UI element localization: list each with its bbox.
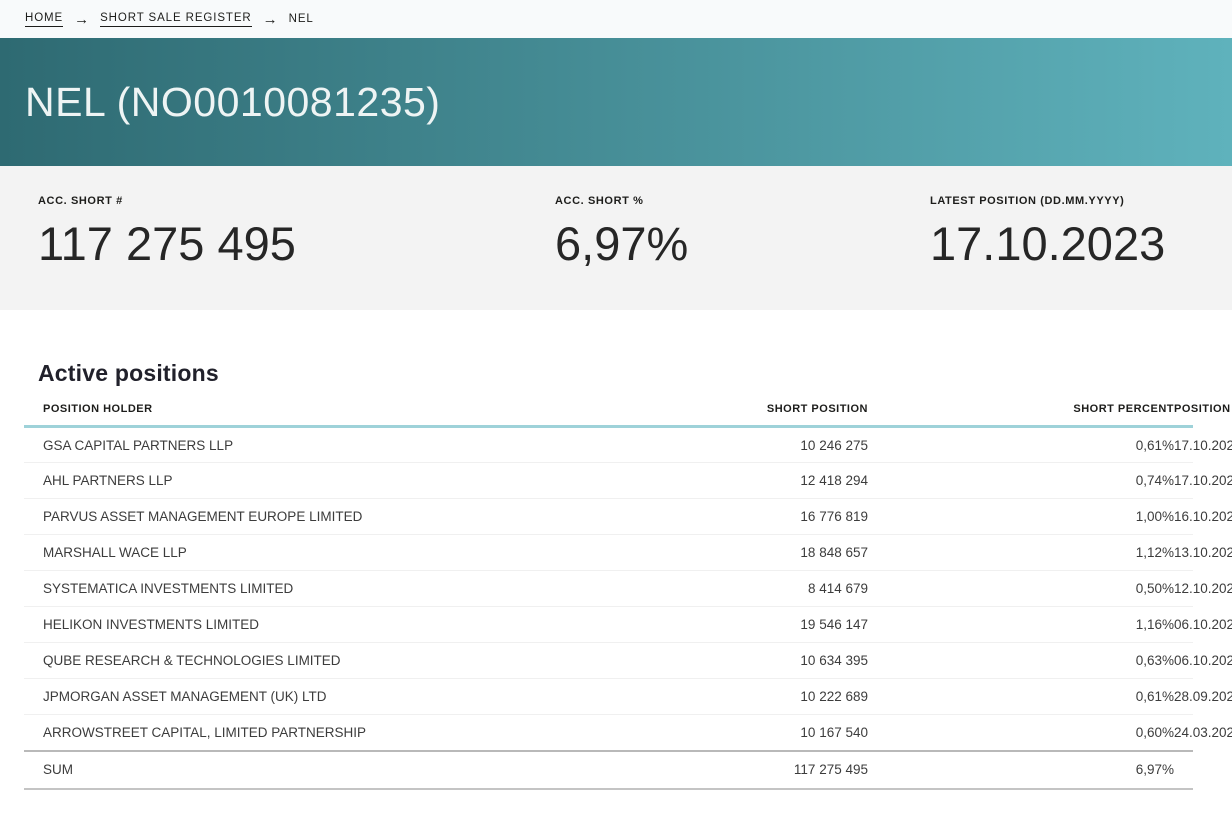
table-row: ARROWSTREET CAPITAL, LIMITED PARTNERSHIP… (24, 715, 1193, 751)
cell-position-date: 06.10.2023 (1174, 643, 1193, 679)
cell-position-holder: HELIKON INVESTMENTS LIMITED (24, 607, 672, 643)
cell-short-percent: 0,50% (868, 571, 1174, 607)
breadcrumb-link-short-sale-register[interactable]: SHORT SALE REGISTER (100, 12, 252, 27)
cell-position-date: 17.10.2023 (1174, 427, 1193, 463)
page-banner: NEL (NO0010081235) (0, 38, 1232, 166)
cell-short-position: 10 222 689 (672, 679, 868, 715)
cell-position-date: 13.10.2023 (1174, 535, 1193, 571)
cell-short-percent: 0,63% (868, 643, 1174, 679)
cell-position-holder: JPMORGAN ASSET MANAGEMENT (UK) LTD (24, 679, 672, 715)
stat-value: 17.10.2023 (930, 216, 1232, 271)
cell-position-date: 16.10.2023 (1174, 499, 1193, 535)
table-row: JPMORGAN ASSET MANAGEMENT (UK) LTD10 222… (24, 679, 1193, 715)
cell-position-date: 17.10.2023 (1174, 463, 1193, 499)
breadcrumb-current-page: NEL (289, 13, 314, 25)
column-header-position-holder: POSITION HOLDER (24, 403, 672, 427)
section-title-active-positions: Active positions (38, 360, 1232, 387)
stat-latest-position-date: LATEST POSITION (DD.MM.YYYY) 17.10.2023 (930, 195, 1232, 310)
column-header-short-position: SHORT POSITION (672, 403, 868, 427)
table-row: SYSTEMATICA INVESTMENTS LIMITED8 414 679… (24, 571, 1193, 607)
cell-short-position: 12 418 294 (672, 463, 868, 499)
breadcrumb-arrow-icon: → (74, 12, 89, 27)
column-header-short-percent: SHORT PERCENT (868, 403, 1174, 427)
stat-value: 117 275 495 (38, 216, 555, 271)
table-row: PARVUS ASSET MANAGEMENT EUROPE LIMITED16… (24, 499, 1193, 535)
cell-short-position: 18 848 657 (672, 535, 868, 571)
cell-short-percent: 1,16% (868, 607, 1174, 643)
cell-short-percent: 1,00% (868, 499, 1174, 535)
table-header-row: POSITION HOLDER SHORT POSITION SHORT PER… (24, 403, 1193, 427)
cell-short-percent: 0,60% (868, 715, 1174, 751)
cell-position-date (1174, 751, 1193, 789)
cell-short-percent: 0,74% (868, 463, 1174, 499)
table-row: HELIKON INVESTMENTS LIMITED19 546 1471,1… (24, 607, 1193, 643)
main-content: Active positions POSITION HOLDER SHORT P… (0, 310, 1232, 790)
cell-position-date: 28.09.2023 (1174, 679, 1193, 715)
table-row: MARSHALL WACE LLP18 848 6571,12%13.10.20… (24, 535, 1193, 571)
page-title: NEL (NO0010081235) (25, 79, 440, 126)
cell-position-date: 06.10.2023 (1174, 607, 1193, 643)
cell-position-holder: QUBE RESEARCH & TECHNOLOGIES LIMITED (24, 643, 672, 679)
cell-position-date: 24.03.2023 (1174, 715, 1193, 751)
summary-stats: ACC. SHORT # 117 275 495 ACC. SHORT % 6,… (0, 166, 1232, 310)
stat-label: LATEST POSITION (DD.MM.YYYY) (930, 195, 1232, 207)
stat-acc-short-percent: ACC. SHORT % 6,97% (555, 195, 930, 310)
cell-short-position: 19 546 147 (672, 607, 868, 643)
table-row: AHL PARTNERS LLP12 418 2940,74%17.10.202… (24, 463, 1193, 499)
cell-short-position: 16 776 819 (672, 499, 868, 535)
stat-acc-short-number: ACC. SHORT # 117 275 495 (38, 195, 555, 310)
cell-position-holder: PARVUS ASSET MANAGEMENT EUROPE LIMITED (24, 499, 672, 535)
stat-value: 6,97% (555, 216, 930, 271)
table-row: GSA CAPITAL PARTNERS LLP10 246 2750,61%1… (24, 427, 1193, 463)
cell-position-holder: GSA CAPITAL PARTNERS LLP (24, 427, 672, 463)
column-header-position-date: POSITION DATE (DD.MM.YYYY) (1174, 403, 1193, 427)
table-row: QUBE RESEARCH & TECHNOLOGIES LIMITED10 6… (24, 643, 1193, 679)
cell-short-position: 10 167 540 (672, 715, 868, 751)
active-positions-table: POSITION HOLDER SHORT POSITION SHORT PER… (24, 403, 1193, 790)
cell-short-position: 10 634 395 (672, 643, 868, 679)
cell-position-holder: SUM (24, 751, 672, 789)
cell-short-position: 8 414 679 (672, 571, 868, 607)
table-body: GSA CAPITAL PARTNERS LLP10 246 2750,61%1… (24, 427, 1193, 789)
cell-position-holder: MARSHALL WACE LLP (24, 535, 672, 571)
cell-short-position: 117 275 495 (672, 751, 868, 789)
table-sum-row: SUM117 275 4956,97% (24, 751, 1193, 789)
stat-label: ACC. SHORT % (555, 195, 930, 207)
cell-position-holder: ARROWSTREET CAPITAL, LIMITED PARTNERSHIP (24, 715, 672, 751)
cell-short-percent: 6,97% (868, 751, 1174, 789)
breadcrumb-link-home[interactable]: HOME (25, 12, 63, 27)
breadcrumb: HOME → SHORT SALE REGISTER → NEL (0, 0, 1232, 38)
cell-position-holder: AHL PARTNERS LLP (24, 463, 672, 499)
breadcrumb-arrow-icon: → (263, 12, 278, 27)
stat-label: ACC. SHORT # (38, 195, 555, 207)
cell-short-percent: 0,61% (868, 679, 1174, 715)
cell-position-date: 12.10.2023 (1174, 571, 1193, 607)
cell-short-position: 10 246 275 (672, 427, 868, 463)
cell-short-percent: 0,61% (868, 427, 1174, 463)
cell-position-holder: SYSTEMATICA INVESTMENTS LIMITED (24, 571, 672, 607)
cell-short-percent: 1,12% (868, 535, 1174, 571)
